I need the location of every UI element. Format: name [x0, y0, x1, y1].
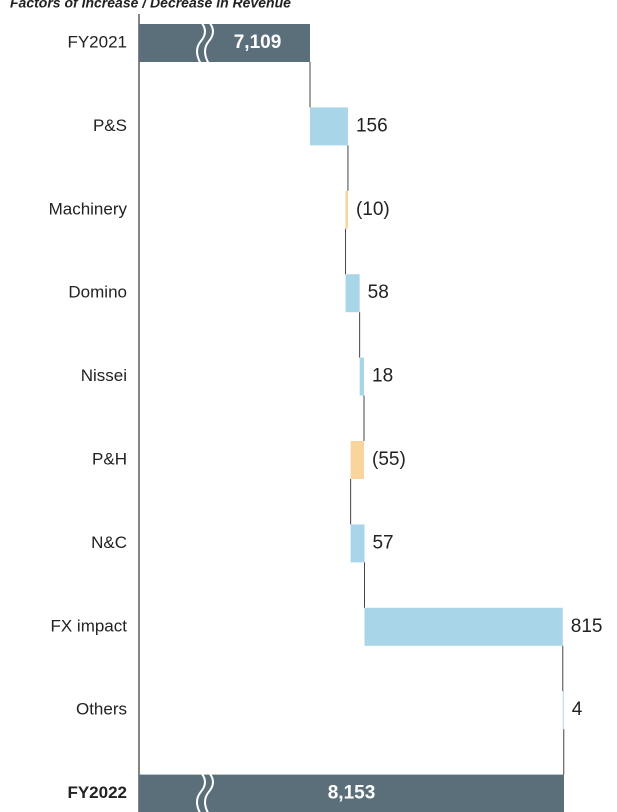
category-label: FY2022 [67, 783, 127, 802]
axis-break [196, 21, 214, 65]
category-label: Domino [68, 283, 127, 302]
bar [364, 607, 563, 646]
category-label: FY2021 [67, 32, 127, 51]
category-label: P&S [93, 116, 127, 135]
value-label: 18 [372, 366, 393, 387]
value-label: (10) [356, 199, 390, 220]
bar [310, 107, 348, 146]
category-label: Others [76, 700, 127, 719]
value-label: 4 [572, 699, 583, 720]
bar [562, 691, 564, 730]
value-label: (55) [372, 449, 406, 470]
value-label: 57 [372, 532, 393, 553]
value-label: 815 [571, 616, 603, 637]
bar [139, 774, 564, 812]
value-label: 8,153 [328, 783, 376, 804]
category-label: Nissei [81, 366, 127, 385]
category-label: FX impact [50, 616, 127, 635]
bar [345, 274, 360, 313]
value-label: 156 [356, 115, 388, 136]
bar [359, 357, 365, 396]
bar [350, 441, 365, 479]
chart-title: Factors of Increase / Decrease in Revenu… [10, 0, 291, 11]
value-label: 7,109 [234, 32, 282, 53]
category-label: Machinery [49, 199, 128, 218]
bar [345, 190, 348, 229]
bar [350, 524, 365, 563]
axis-break [196, 771, 214, 812]
category-label: P&H [92, 449, 127, 468]
bar [139, 24, 310, 62]
category-label: N&C [91, 533, 127, 552]
value-label: 58 [368, 282, 389, 303]
